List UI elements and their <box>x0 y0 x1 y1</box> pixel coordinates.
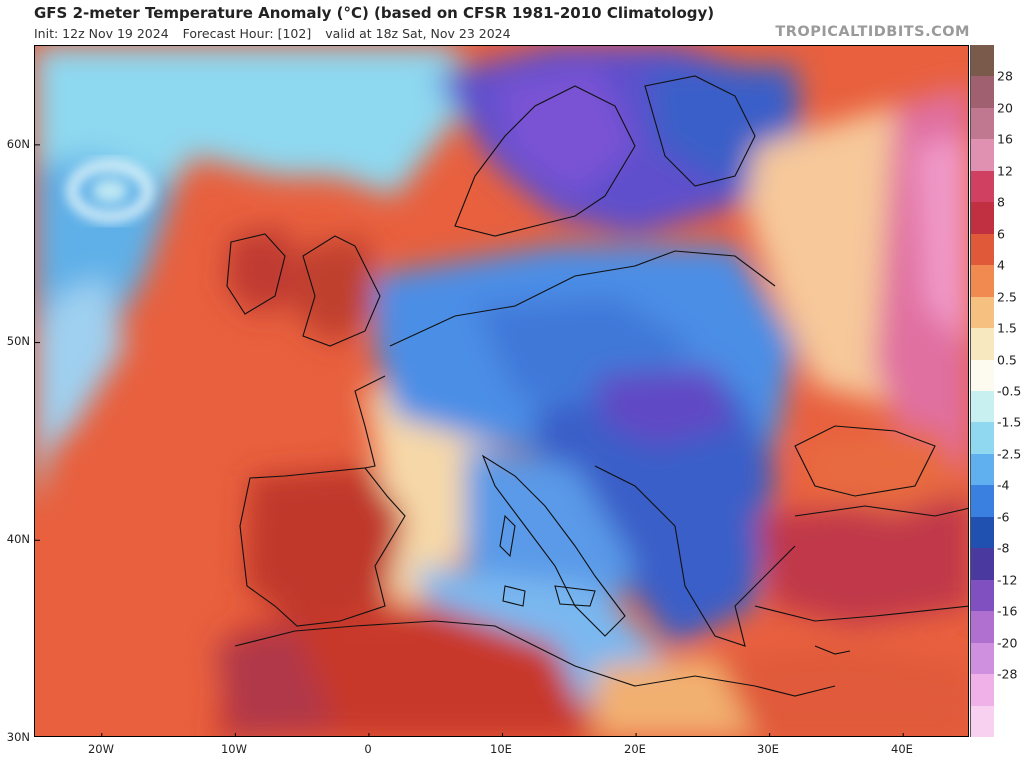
colorbar-swatch <box>970 296 994 329</box>
colorbar-label: 28 <box>997 68 1013 84</box>
colorbar-label: 4 <box>997 257 1005 273</box>
lon-label: 20W <box>87 742 115 756</box>
colorbar-swatch <box>970 265 994 298</box>
colorbar-label: 20 <box>997 100 1013 116</box>
colorbar-label: 0.5 <box>997 352 1017 368</box>
lon-label: 30E <box>757 742 779 756</box>
lat-label: 30N <box>6 730 30 744</box>
lat-label: 50N <box>6 334 30 348</box>
lon-label: 10E <box>490 742 512 756</box>
map-canvas <box>35 46 968 736</box>
latitude-axis: 60N 50N 40N 30N <box>0 45 30 744</box>
colorbar-swatch <box>970 328 994 361</box>
colorbar-swatch <box>970 705 994 737</box>
colorbar-swatch <box>970 422 994 455</box>
colorbar-swatch <box>970 170 994 203</box>
colorbar-label: -6 <box>997 509 1010 525</box>
colorbar-swatch <box>970 674 994 707</box>
colorbar-label: -16 <box>997 603 1018 619</box>
anomaly-map[interactable] <box>34 45 969 737</box>
colorbar-label: 8 <box>997 194 1005 210</box>
valid-time: valid at 18z Sat, Nov 23 2024 <box>325 26 511 41</box>
colorbar-swatch <box>970 233 994 266</box>
colorbar-swatch <box>970 107 994 140</box>
colorbar-label: -0.5 <box>997 383 1022 399</box>
chart-subtitle: Init: 12z Nov 19 2024 Forecast Hour: [10… <box>34 26 521 41</box>
chart-title: GFS 2-meter Temperature Anomaly (°C) (ba… <box>34 4 715 22</box>
colorbar-swatch <box>970 485 994 518</box>
colorbar-label: -2.5 <box>997 446 1022 462</box>
lon-label: 20E <box>624 742 646 756</box>
longitude-axis: 20W 10W 0 10E 20E 30E 40E <box>34 742 969 756</box>
colorbar-swatch <box>970 76 994 109</box>
colorbar-label: -28 <box>997 666 1018 682</box>
colorbar-label: -20 <box>997 635 1018 651</box>
anomaly-field <box>35 46 968 736</box>
colorbar-label: 16 <box>997 131 1013 147</box>
colorbar-swatch <box>970 391 994 423</box>
cyclone-swirl <box>67 160 153 222</box>
colorbar-label: 1.5 <box>997 320 1017 336</box>
colorbar-label: -1.5 <box>997 414 1022 430</box>
forecast-hour: Forecast Hour: [102] <box>182 26 312 41</box>
colorbar-legend: 28 20 16 12 8 6 4 2.5 1.5 0.5 -0.5 -1.5 -2.5 -4 -6 -8 -1… <box>970 45 1024 737</box>
colorbar-label: -12 <box>997 572 1018 588</box>
colorbar-swatch <box>970 579 994 612</box>
colorbar-swatch <box>970 453 994 486</box>
colorbar-swatch <box>970 516 994 549</box>
axis-ticks <box>35 144 904 736</box>
init-time: Init: 12z Nov 19 2024 <box>34 26 169 41</box>
lon-label: 40E <box>891 742 913 756</box>
coastlines <box>226 75 968 697</box>
colorbar-label: 6 <box>997 226 1005 242</box>
colorbar-label: -8 <box>997 540 1010 556</box>
colorbar-swatch <box>970 202 994 235</box>
colorbar-swatch <box>970 611 994 644</box>
colorbar-label: 2.5 <box>997 289 1017 305</box>
lon-label: 10W <box>220 742 248 756</box>
lat-label: 60N <box>6 137 30 151</box>
colorbar-label: -4 <box>997 477 1010 493</box>
colorbar-swatch <box>970 139 994 172</box>
brand-watermark: TROPICALTIDBITS.COM <box>775 24 970 40</box>
colorbar-label: 12 <box>997 163 1013 179</box>
lon-label: 0 <box>364 742 372 756</box>
colorbar-swatch <box>970 642 994 675</box>
colorbar-swatch <box>970 45 994 77</box>
colorbar-swatch <box>970 548 994 581</box>
colorbar-swatch <box>970 359 994 392</box>
lat-label: 40N <box>6 532 30 546</box>
